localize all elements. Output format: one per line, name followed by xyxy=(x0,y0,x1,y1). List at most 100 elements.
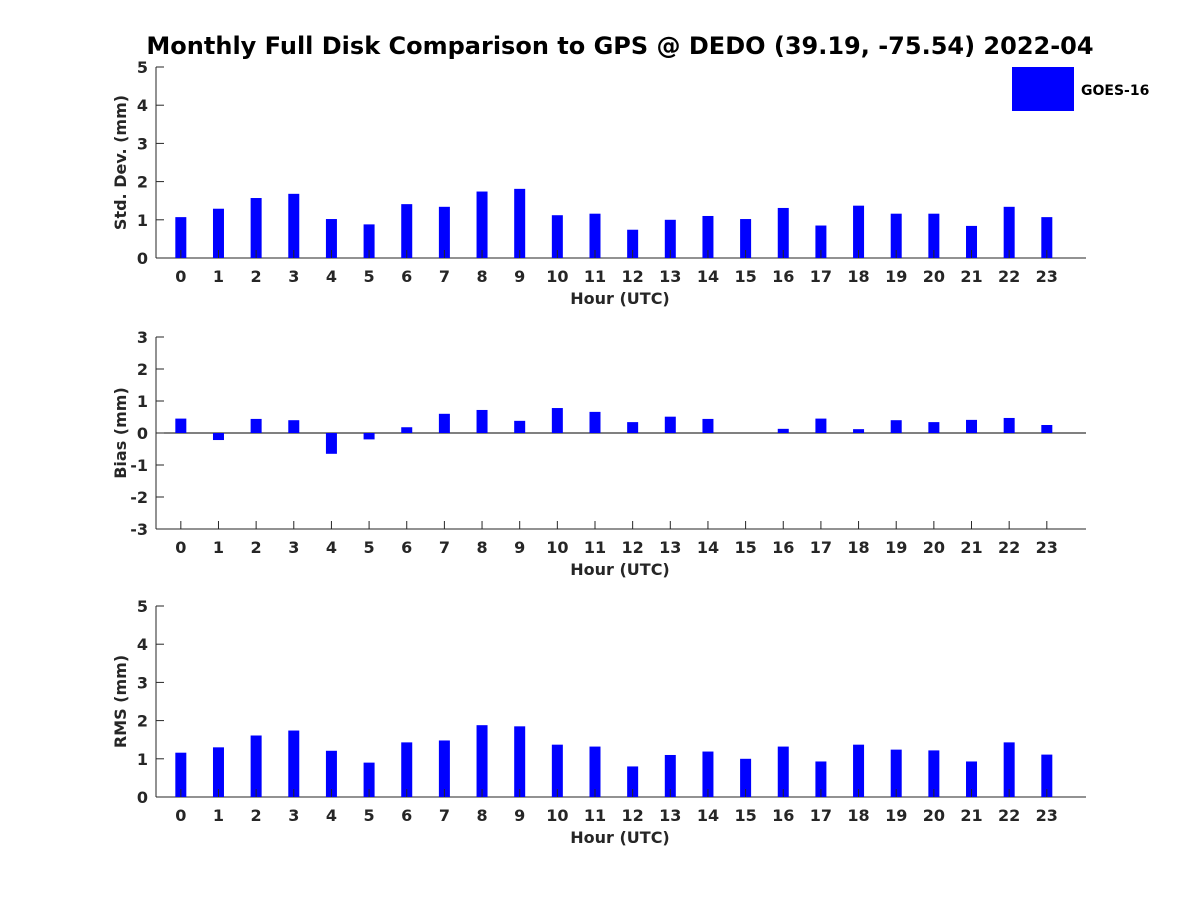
rms-bar xyxy=(551,744,563,797)
bias-bar xyxy=(401,427,413,433)
std-dev-x-tick-label: 21 xyxy=(960,267,982,286)
std-dev-bar xyxy=(589,213,601,258)
std-dev-x-tick-label: 23 xyxy=(1036,267,1058,286)
rms-x-tick-label: 22 xyxy=(998,806,1020,825)
bias-y-tick-label: 0 xyxy=(137,424,148,443)
std-dev-bar xyxy=(363,224,375,258)
bias-bar xyxy=(928,422,940,433)
rms-bar xyxy=(928,750,940,797)
std-dev-x-tick-label: 11 xyxy=(584,267,606,286)
bias-bar xyxy=(702,418,714,433)
std-dev-x-tick-label: 19 xyxy=(885,267,907,286)
bias-x-tick-label: 10 xyxy=(546,538,568,557)
bias-x-tick-label: 3 xyxy=(288,538,299,557)
bias-x-tick-label: 11 xyxy=(584,538,606,557)
std-dev-bar xyxy=(853,205,865,258)
rms-bar xyxy=(250,735,262,797)
rms-x-tick-label: 14 xyxy=(697,806,719,825)
rms-bar xyxy=(777,746,789,797)
rms-bar xyxy=(514,726,526,797)
rms-y-tick-label: 3 xyxy=(137,673,148,692)
bias-y-tick-label: 2 xyxy=(137,360,148,379)
std-dev-x-tick-label: 10 xyxy=(546,267,568,286)
bias-y-tick-label: -1 xyxy=(130,456,148,475)
bias-x-tick-label: 23 xyxy=(1036,538,1058,557)
bias-x-tick-label: 7 xyxy=(439,538,450,557)
std-dev-bar xyxy=(664,219,676,258)
std-dev-bar xyxy=(1041,217,1053,258)
rms-bar xyxy=(363,762,375,797)
std-dev-x-tick-label: 3 xyxy=(288,267,299,286)
std-dev-x-tick-label: 16 xyxy=(772,267,794,286)
rms-bar xyxy=(853,744,865,797)
std-dev-y-tick-label: 1 xyxy=(137,211,148,230)
rms-x-tick-label: 10 xyxy=(546,806,568,825)
bias-bar xyxy=(514,420,526,433)
bias-y-tick-label: 3 xyxy=(137,328,148,347)
bias-bar xyxy=(664,416,676,433)
std-dev-x-tick-label: 9 xyxy=(514,267,525,286)
rms-y-tick-label: 4 xyxy=(137,635,148,654)
std-dev-bar xyxy=(212,208,224,258)
std-dev-bar xyxy=(890,213,902,258)
rms-x-tick-label: 2 xyxy=(251,806,262,825)
bias-y-tick-label: 1 xyxy=(137,392,148,411)
bias-x-tick-label: 13 xyxy=(659,538,681,557)
bias-x-tick-label: 6 xyxy=(401,538,412,557)
bias-x-tick-label: 15 xyxy=(734,538,756,557)
std-dev-bar xyxy=(175,217,187,258)
bias-x-tick-label: 17 xyxy=(810,538,832,557)
bias-x-tick-label: 16 xyxy=(772,538,794,557)
std-dev-bar xyxy=(627,229,639,258)
rms-x-tick-label: 19 xyxy=(885,806,907,825)
bias-x-tick-label: 5 xyxy=(364,538,375,557)
std-dev-x-tick-label: 22 xyxy=(998,267,1020,286)
legend: GOES-16 xyxy=(1012,67,1149,111)
rms-y-tick-label: 1 xyxy=(137,750,148,769)
std-dev-y-tick-label: 5 xyxy=(137,58,148,77)
bias-x-tick-label: 18 xyxy=(847,538,869,557)
bias-x-tick-label: 0 xyxy=(175,538,186,557)
bias-bar xyxy=(288,420,300,433)
chart-title: Monthly Full Disk Comparison to GPS @ DE… xyxy=(146,32,1093,60)
std-dev-bar xyxy=(1003,206,1015,258)
std-dev-y-tick-label: 4 xyxy=(137,96,148,115)
rms-x-tick-label: 4 xyxy=(326,806,337,825)
rms-x-tick-label: 18 xyxy=(847,806,869,825)
bias-x-tick-label: 12 xyxy=(622,538,644,557)
rms-x-tick-label: 21 xyxy=(960,806,982,825)
rms-bar xyxy=(815,761,827,797)
std-dev-x-tick-label: 6 xyxy=(401,267,412,286)
std-dev-x-tick-label: 4 xyxy=(326,267,337,286)
std-dev-x-tick-label: 20 xyxy=(923,267,945,286)
std-dev-x-tick-label: 17 xyxy=(810,267,832,286)
rms-bar xyxy=(1003,742,1015,797)
bias-y-axis-label: Bias (mm) xyxy=(111,387,130,479)
bias-x-tick-label: 4 xyxy=(326,538,337,557)
std-dev-bar xyxy=(476,191,488,258)
bias-bar xyxy=(589,411,601,433)
std-dev-x-tick-label: 15 xyxy=(734,267,756,286)
bias-bar xyxy=(363,433,375,440)
bias-x-tick-label: 9 xyxy=(514,538,525,557)
std-dev-x-tick-label: 14 xyxy=(697,267,719,286)
std-dev-bar xyxy=(740,219,752,258)
std-dev-y-tick-label: 0 xyxy=(137,249,148,268)
bias-x-tick-label: 21 xyxy=(960,538,982,557)
std-dev-bar xyxy=(815,225,827,258)
std-dev-bar xyxy=(325,219,337,258)
std-dev-bar xyxy=(288,193,300,258)
rms-bar xyxy=(288,730,300,797)
rms-bar xyxy=(1041,754,1053,797)
rms-x-tick-label: 0 xyxy=(175,806,186,825)
rms-bar xyxy=(438,740,450,797)
std-dev-x-tick-label: 5 xyxy=(364,267,375,286)
rms-x-tick-label: 8 xyxy=(476,806,487,825)
bias-bar xyxy=(476,409,488,433)
bias-bar xyxy=(1041,425,1053,433)
std-dev-bar xyxy=(966,225,978,258)
bias-x-tick-label: 14 xyxy=(697,538,719,557)
